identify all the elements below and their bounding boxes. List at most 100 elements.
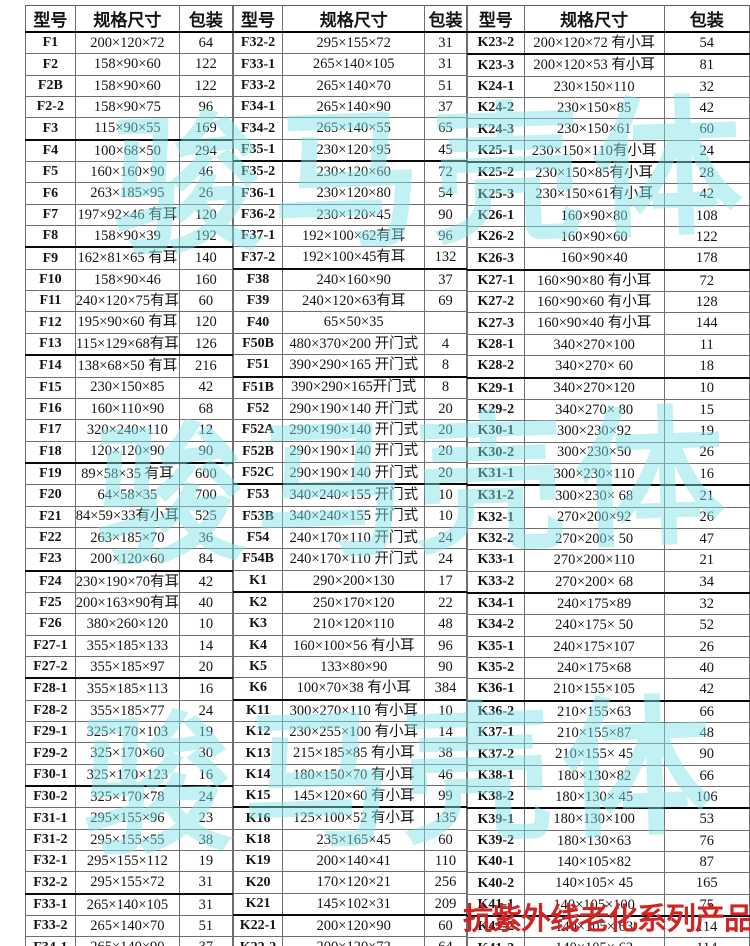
table-row: F52B 290×190×140 开门式 20 bbox=[232, 440, 467, 463]
model-cell: K31-1 bbox=[466, 462, 525, 487]
model-cell: F27-1 bbox=[25, 634, 76, 657]
pack-cell: 24 bbox=[179, 785, 233, 809]
spec-cell: 158×90×39 bbox=[74, 225, 181, 249]
table-row: K35-1 240×175×107 26 bbox=[466, 635, 750, 658]
spec-cell: 355×185×133 bbox=[74, 634, 181, 657]
table-row: K25-1 230×150×110有小耳 24 bbox=[466, 139, 750, 164]
spec-cell: 340×270×120 bbox=[523, 377, 665, 400]
table-row: F36-2 230×120×45 90 bbox=[232, 203, 467, 227]
table-row: K18 235×165×45 60 bbox=[232, 828, 467, 852]
pack-cell: 23 bbox=[179, 807, 233, 830]
table-row: K15 145×120×60 有小耳 99 bbox=[232, 785, 467, 809]
model-cell: F51B bbox=[232, 376, 284, 399]
spec-cell: 265×140×70 bbox=[74, 915, 181, 938]
col-header-model: 型号 bbox=[466, 5, 525, 33]
model-cell: F33-1 bbox=[232, 53, 284, 76]
spec-cell: 290×190×140 开门式 bbox=[282, 419, 426, 442]
model-cell: F34-1 bbox=[25, 936, 76, 946]
table-row: K38-2 180×130× 45 106 bbox=[466, 786, 750, 810]
table-row: F1 200×120×72 64 bbox=[25, 31, 233, 55]
table-row: F35-2 230×120×60 72 bbox=[232, 160, 467, 184]
spec-cell: 295×155×55 bbox=[74, 828, 181, 852]
table-row: F33-2 265×140×70 51 bbox=[232, 74, 467, 98]
spec-cell: 320×240×110 bbox=[74, 419, 181, 442]
spec-cell: 240×120×75有耳 bbox=[74, 290, 181, 313]
model-cell: F3 bbox=[25, 117, 76, 141]
model-cell: K13 bbox=[232, 742, 284, 765]
pack-cell: 17 bbox=[424, 569, 467, 593]
spec-cell: 263×185×70 bbox=[74, 526, 181, 550]
model-cell: F37-1 bbox=[232, 225, 284, 248]
spec-cell: 195×90×60 有耳 bbox=[74, 311, 181, 334]
pack-cell: 84 bbox=[179, 548, 233, 572]
table-row: F5 160×160×90 46 bbox=[25, 161, 233, 184]
pack-cell: 122 bbox=[179, 53, 233, 76]
table-row: K26-3 160×90×40 178 bbox=[466, 247, 750, 271]
spec-cell: 355×185×113 bbox=[74, 677, 181, 701]
model-cell: F28-1 bbox=[25, 677, 76, 701]
pack-cell: 48 bbox=[663, 721, 750, 745]
pack-cell: 31 bbox=[424, 53, 467, 76]
spec-cell: 138×68×50 有耳 bbox=[74, 354, 181, 378]
table-row: K37-1 210×155×87 48 bbox=[466, 721, 750, 745]
table-row: K4 160×100×56 有小耳 96 bbox=[232, 634, 467, 657]
spec-cell: 160×160×90 bbox=[74, 161, 181, 184]
pack-cell: 32 bbox=[663, 592, 750, 616]
model-cell: K36-1 bbox=[466, 678, 525, 702]
table-row: F52C 290×190×140 开门式 20 bbox=[232, 461, 467, 486]
model-cell: F14 bbox=[25, 354, 76, 378]
model-cell: F51 bbox=[232, 354, 284, 378]
col-header-spec: 规格尺寸 bbox=[74, 5, 181, 33]
pack-cell: 38 bbox=[424, 742, 467, 765]
pack-cell: 48 bbox=[424, 613, 467, 636]
table-row: K31-2 300×230× 68 21 bbox=[466, 484, 750, 508]
pack-cell: 16 bbox=[179, 763, 233, 788]
pack-cell: 68 bbox=[179, 397, 233, 421]
pack-cell: 294 bbox=[179, 139, 233, 163]
spec-cell: 340×240×155 开门式 bbox=[282, 483, 426, 507]
table-row: K28-1 340×270×100 11 bbox=[466, 333, 750, 357]
model-cell: F28-2 bbox=[25, 699, 76, 723]
table-row: K22-1 200×120×90 60 bbox=[232, 914, 467, 938]
table-row: K5 133×80×90 90 bbox=[232, 655, 467, 679]
spec-cell: 200×120×90 bbox=[282, 914, 426, 938]
pack-cell: 256 bbox=[424, 871, 467, 894]
pack-cell: 31 bbox=[179, 893, 233, 917]
spec-cell: 325×170×123 bbox=[74, 763, 181, 788]
pack-cell: 47 bbox=[663, 527, 750, 551]
model-cell: F35-1 bbox=[232, 138, 284, 163]
model-cell: K26-2 bbox=[466, 226, 525, 249]
pack-cell: 69 bbox=[424, 290, 467, 313]
model-cell: F6 bbox=[25, 182, 76, 205]
col-header-pack: 包装 bbox=[179, 5, 233, 33]
spec-cell: 162×81×65 有耳 bbox=[74, 246, 181, 270]
table-row: K30-2 300×230×50 26 bbox=[466, 441, 750, 464]
pack-cell: 34 bbox=[663, 570, 750, 594]
model-cell: K38-1 bbox=[466, 764, 525, 788]
model-cell: F10 bbox=[25, 268, 76, 292]
table-row: K29-2 340×270× 80 15 bbox=[466, 398, 750, 422]
model-cell: K40-2 bbox=[466, 872, 525, 895]
spec-cell: 230×120×45 bbox=[282, 203, 426, 227]
pack-cell: 21 bbox=[663, 484, 750, 508]
model-cell: K24-2 bbox=[466, 97, 525, 120]
pack-cell: 19 bbox=[663, 420, 750, 443]
uv-series-note: 抗紫外线老化系列产品 bbox=[463, 903, 750, 936]
model-cell: K2 bbox=[232, 591, 284, 615]
spec-cell: 230×150×110有小耳 bbox=[523, 139, 665, 164]
table-row: F17 320×240×110 12 bbox=[25, 419, 233, 442]
model-cell: K6 bbox=[232, 677, 284, 701]
table-row: F11 240×120×75有耳 60 bbox=[25, 290, 233, 313]
pack-cell: 20 bbox=[424, 419, 467, 442]
spec-cell: 295×155×72 bbox=[74, 871, 181, 895]
model-cell: F22 bbox=[25, 526, 76, 550]
spec-table-group-1: 型号 规格尺寸 包装 F1 200×120×72 64 F2 158×90×60 122 F2B 1… bbox=[25, 5, 233, 946]
pack-cell: 96 bbox=[179, 96, 233, 119]
spec-cell: 290×200×130 bbox=[282, 569, 426, 593]
spec-cell: 300×230×50 bbox=[523, 441, 665, 464]
model-cell: K3 bbox=[232, 613, 284, 636]
spec-cell: 325×170×60 bbox=[74, 742, 181, 765]
model-cell: K27-1 bbox=[466, 269, 525, 293]
